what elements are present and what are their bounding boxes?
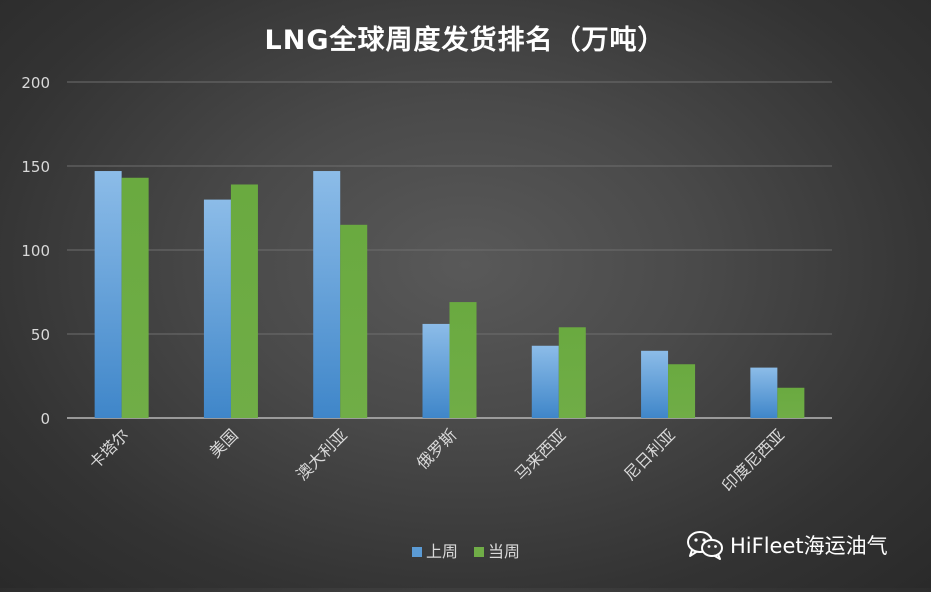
x-tick-label: 马来西亚 [511,425,570,484]
watermark-text: HiFleet海运油气 [730,534,888,558]
y-tick-label: 50 [31,326,50,344]
bar-this-week [121,177,149,418]
bar-this-week [558,327,586,418]
bar-this-week [668,364,696,418]
bar-last-week [531,345,559,418]
legend-label: 当周 [488,542,520,561]
bar-last-week [203,199,231,418]
y-tick-label: 0 [40,410,50,428]
chart-title: LNG全球周度发货排名（万吨） [265,24,666,56]
bar-last-week [750,367,778,418]
bar-this-week [340,224,368,418]
bar-last-week [94,171,122,418]
legend-swatch [412,547,422,557]
y-axis-ticks: 0 50 100 150 200 [21,74,50,428]
x-tick-label: 印度尼西亚 [718,425,788,495]
x-tick-label: 澳大利亚 [292,425,351,484]
bars [94,171,805,418]
bar-last-week [641,350,669,418]
bar-last-week [422,323,450,418]
y-tick-label: 100 [21,242,50,260]
x-tick-label: 尼日利亚 [620,425,679,484]
y-tick-label: 200 [21,74,50,92]
legend-swatch [474,547,484,557]
x-tick-label: 俄罗斯 [413,425,460,472]
bar-this-week [777,387,805,418]
bar-last-week [313,171,341,418]
watermark: HiFleet海运油气 [686,528,888,562]
x-tick-label: 美国 [206,425,242,461]
x-axis-ticks: 卡塔尔 美国 澳大利亚 俄罗斯 马来西亚 尼日利亚 印度尼西亚 [85,425,788,495]
wechat-icon [686,530,724,560]
legend-label: 上周 [426,542,458,561]
y-tick-label: 150 [21,158,50,176]
x-tick-label: 卡塔尔 [85,425,132,472]
legend: 上周 当周 [412,542,520,561]
bar-this-week [230,184,258,418]
bar-this-week [449,302,477,418]
